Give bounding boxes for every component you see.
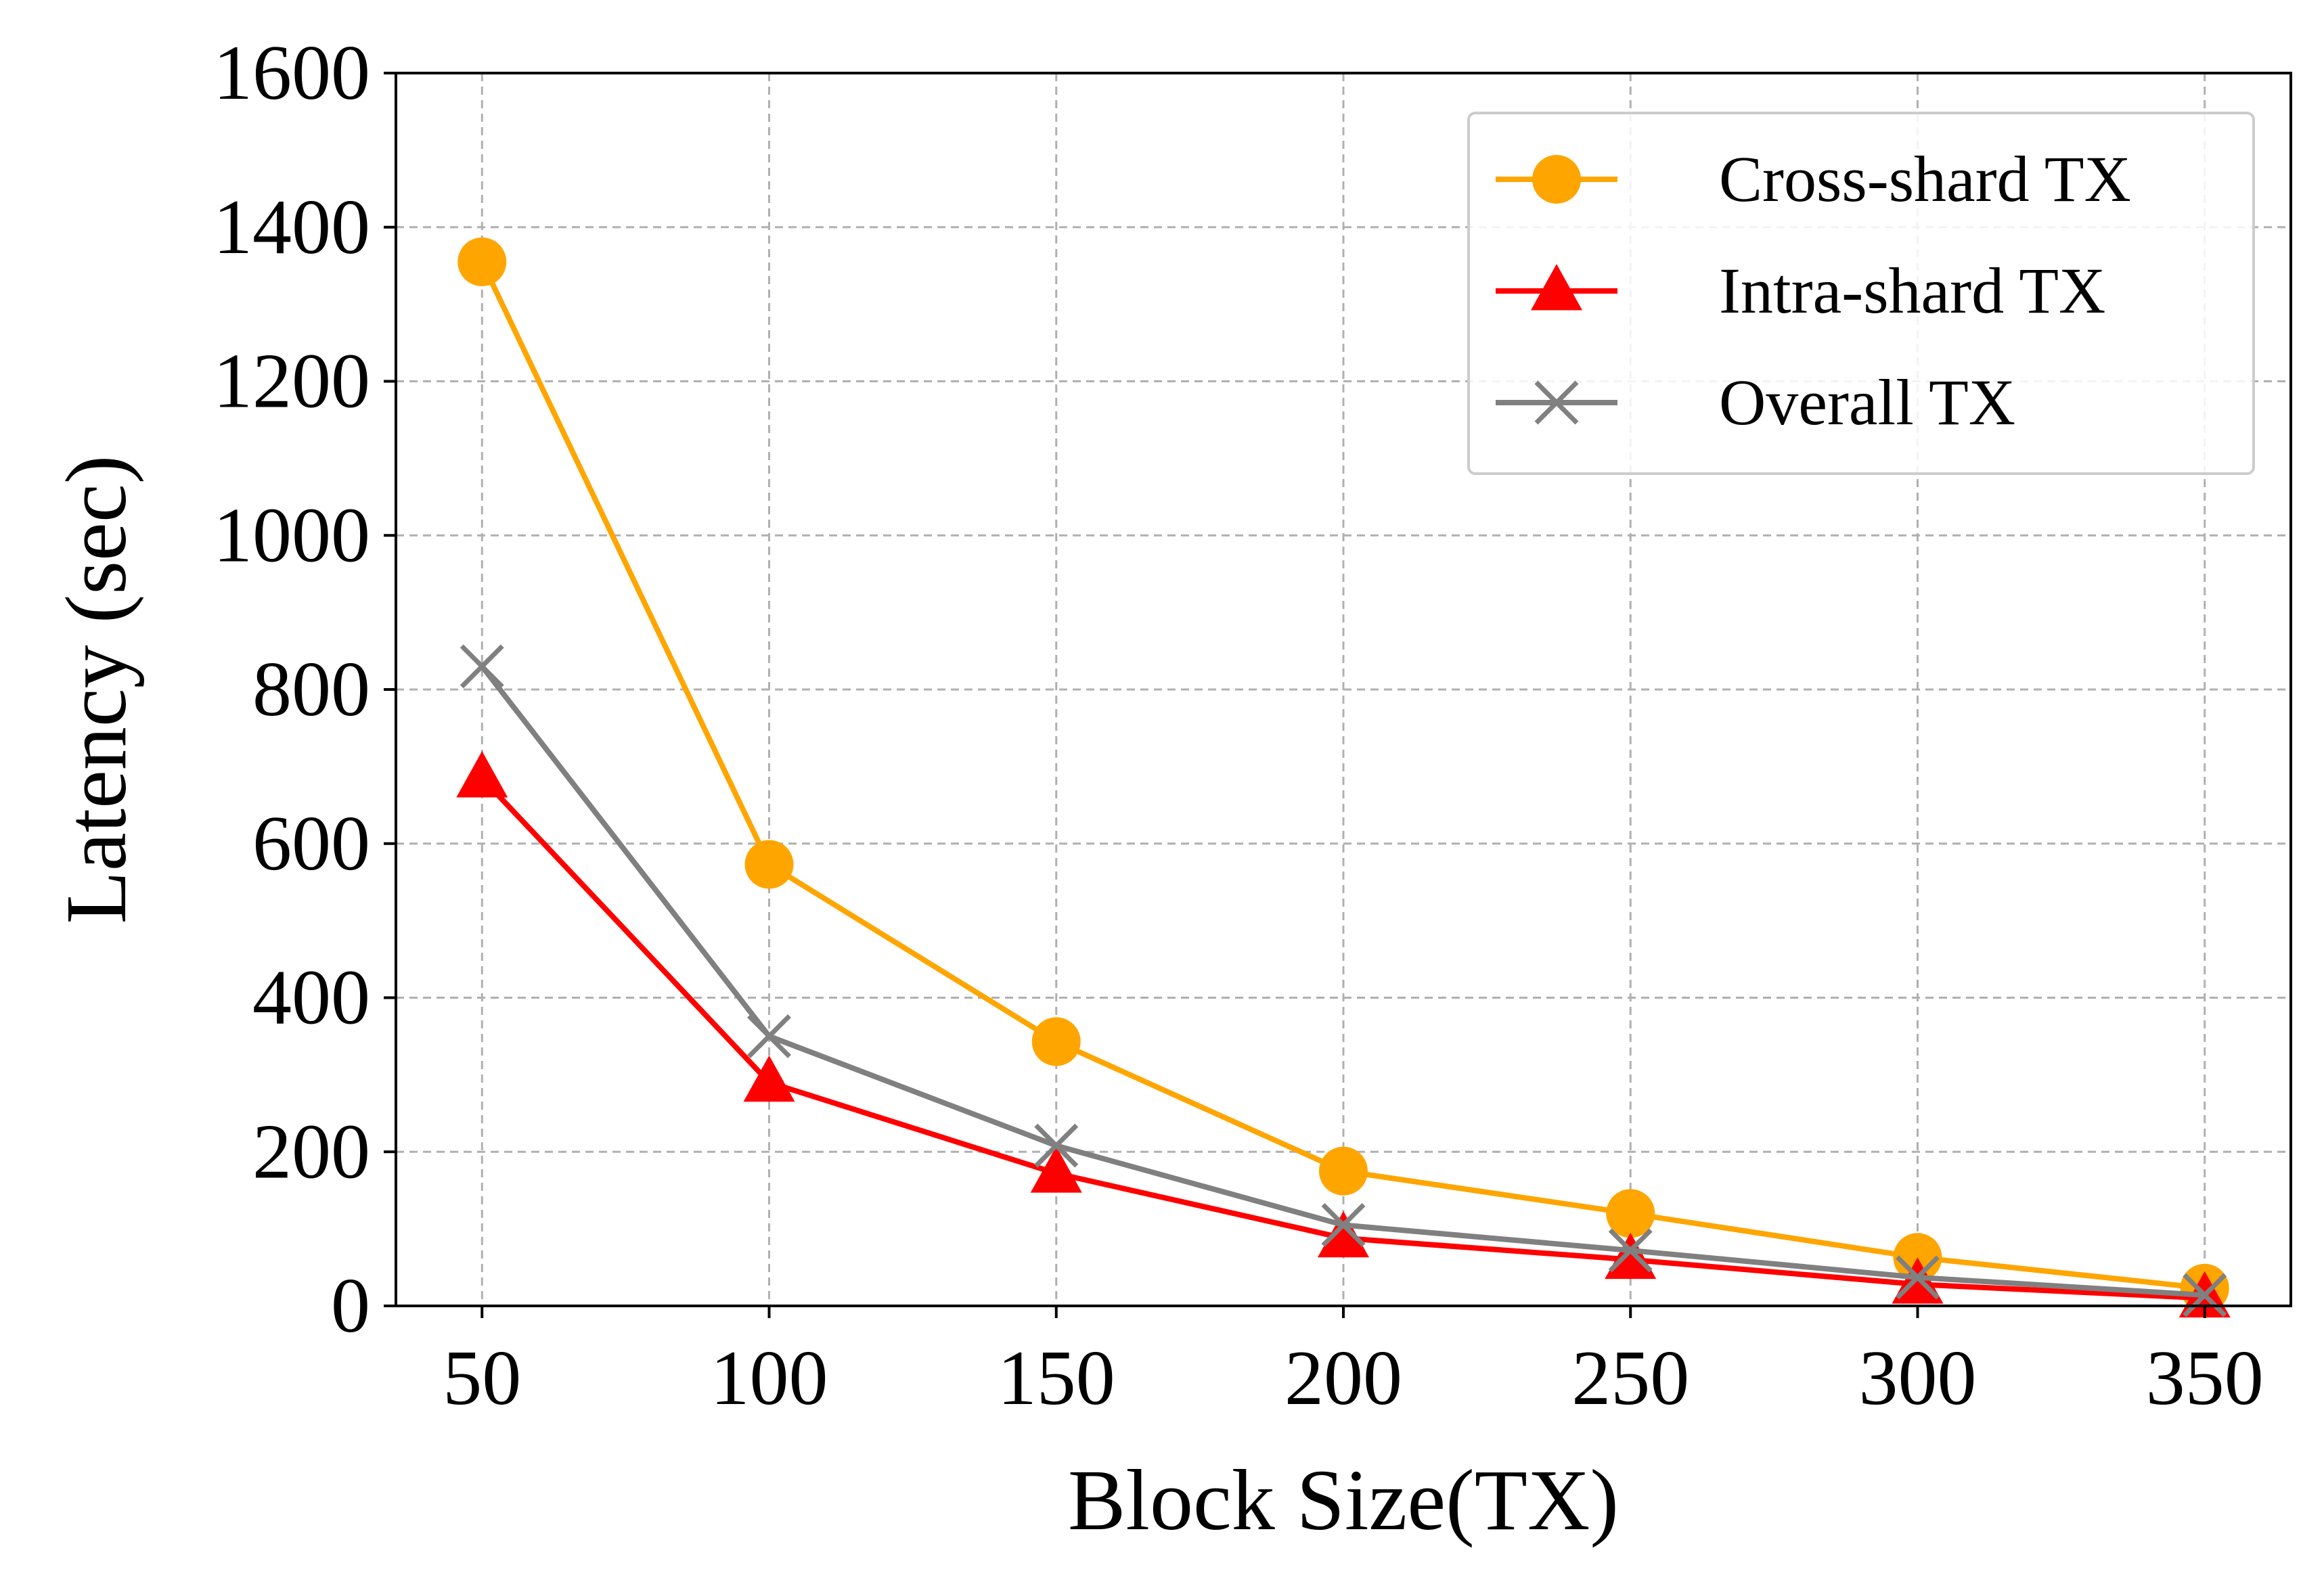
x-tick-label: 250 — [1571, 1335, 1689, 1422]
legend-item: Cross-shard TX — [1496, 143, 2131, 215]
y-tick-label: 1200 — [213, 338, 370, 425]
data-point — [1318, 1210, 1369, 1258]
legend-box — [1467, 112, 2255, 475]
legend: Cross-shard TX Intra-shard TX Overall TX — [1467, 112, 2255, 475]
y-tick-label: 400 — [252, 955, 370, 1041]
legend-label: Overall TX — [1719, 366, 2015, 438]
legend-marker — [1531, 264, 1582, 311]
data-point — [1030, 1146, 1082, 1193]
data-point — [743, 1055, 795, 1102]
data-point — [460, 644, 504, 689]
legend-items: Cross-shard TX Intra-shard TX Overall TX — [1496, 143, 2131, 438]
data-point — [1031, 1017, 1081, 1066]
data-point — [1321, 1202, 1366, 1247]
data-point — [1034, 1123, 1079, 1168]
y-axis-title: Latency (sec) — [48, 455, 144, 924]
y-tick-label: 1000 — [213, 492, 370, 579]
series-layer — [456, 237, 2231, 1318]
data-point — [744, 840, 794, 889]
data-point — [1606, 1189, 1655, 1238]
legend-item: Intra-shard TX — [1496, 254, 2105, 327]
data-point — [1605, 1232, 1657, 1280]
y-tick-label: 800 — [252, 646, 370, 733]
x-tick-label: 150 — [998, 1335, 1115, 1422]
x-tick-label: 300 — [1858, 1335, 1976, 1422]
y-tick-label: 600 — [252, 800, 370, 887]
data-point — [1319, 1146, 1368, 1196]
x-tick-label: 200 — [1284, 1335, 1402, 1422]
data-point — [457, 237, 507, 286]
legend-label: Cross-shard TX — [1719, 143, 2131, 215]
data-point — [747, 1014, 791, 1058]
legend-item: Overall TX — [1496, 366, 2015, 438]
ticks: 50 100 150 200 250 300 350 0 200 400 600 800 1000 120… — [213, 30, 2264, 1422]
y-tick-label: 1400 — [213, 184, 370, 271]
data-point — [456, 751, 508, 798]
data-point — [1896, 1255, 1940, 1300]
x-tick-label: 350 — [2146, 1335, 2264, 1422]
y-tick-label: 1600 — [213, 30, 370, 116]
legend-label: Intra-shard TX — [1719, 254, 2105, 327]
data-point — [1608, 1228, 1653, 1273]
x-tick-label: 100 — [711, 1335, 828, 1422]
x-axis-title: Block Size(TX) — [1068, 1452, 1619, 1548]
x-tick-label: 50 — [443, 1335, 521, 1422]
legend-marker — [1534, 380, 1579, 425]
legend-marker — [1532, 155, 1581, 204]
series-3 — [460, 644, 2227, 1317]
y-tick-label: 0 — [331, 1263, 370, 1349]
data-point — [2183, 1273, 2227, 1317]
y-tick-label: 200 — [252, 1108, 370, 1195]
